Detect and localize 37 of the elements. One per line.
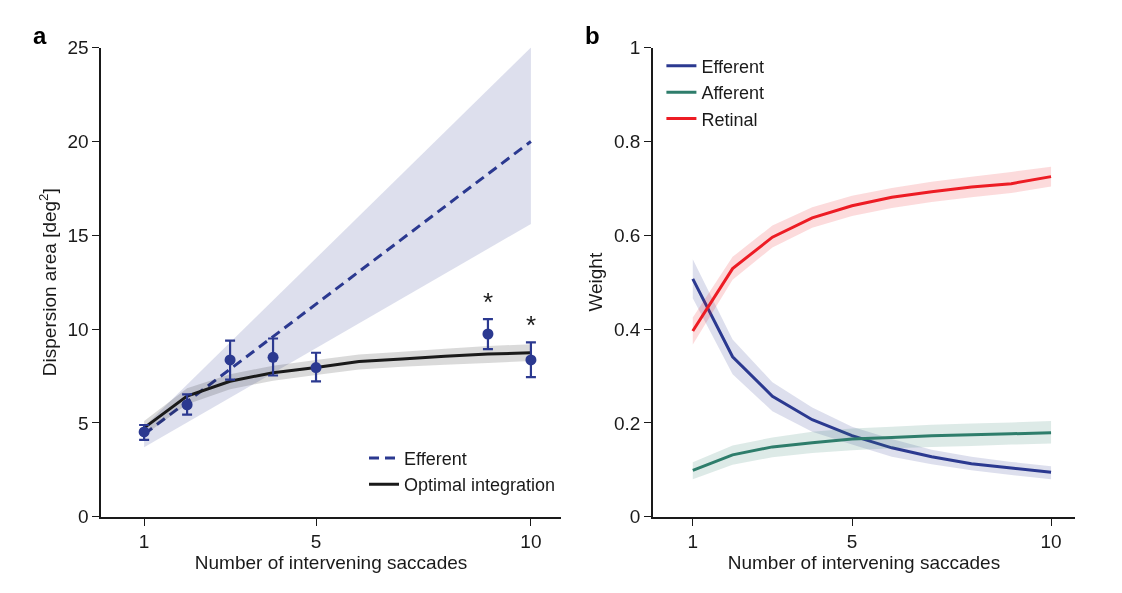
legend-label: Afferent xyxy=(701,83,765,104)
y-tick-label: 0 xyxy=(629,506,641,528)
legend-label: Efferent xyxy=(701,56,765,77)
chart-title: a xyxy=(33,22,47,49)
x-tick-label: 10 xyxy=(1040,531,1062,553)
y-tick-label: 20 xyxy=(67,131,89,153)
y-tick-label: 0.2 xyxy=(614,412,641,434)
x-tick-label: 1 xyxy=(687,531,699,553)
point xyxy=(482,328,494,340)
point xyxy=(310,362,322,374)
y-tick-label: 5 xyxy=(78,412,89,434)
y-axis-title: Weight xyxy=(585,252,607,312)
legend-label: Efferent xyxy=(404,448,467,469)
y-tick-label: 0.6 xyxy=(614,224,641,246)
annotation: * xyxy=(526,310,537,340)
line-series xyxy=(691,431,1053,472)
x-tick-label: 5 xyxy=(310,531,322,553)
y-tick-label: 25 xyxy=(67,37,89,59)
x-axis-title: Number of intervening saccades xyxy=(194,552,468,574)
y-tick-label: 0.4 xyxy=(614,318,641,340)
x-tick-label: 5 xyxy=(846,531,858,553)
y-tick-label: 10 xyxy=(67,318,89,340)
x-tick-label: 1 xyxy=(138,531,150,553)
point xyxy=(267,351,279,363)
y-tick-label: 15 xyxy=(67,224,89,246)
point xyxy=(525,354,537,366)
point xyxy=(181,399,193,411)
y-tick-label: 1 xyxy=(629,37,641,59)
legend-label: Retinal xyxy=(701,109,758,130)
annotation: * xyxy=(483,287,494,317)
y-tick-label: 0.8 xyxy=(614,131,641,153)
point xyxy=(224,354,236,366)
legend-label: Optimal integration xyxy=(404,475,556,496)
y-tick-label: 0 xyxy=(78,506,89,528)
x-axis-title: Number of intervening saccades xyxy=(727,552,1001,574)
chart-title: b xyxy=(585,22,600,49)
x-tick-label: 10 xyxy=(520,531,542,553)
